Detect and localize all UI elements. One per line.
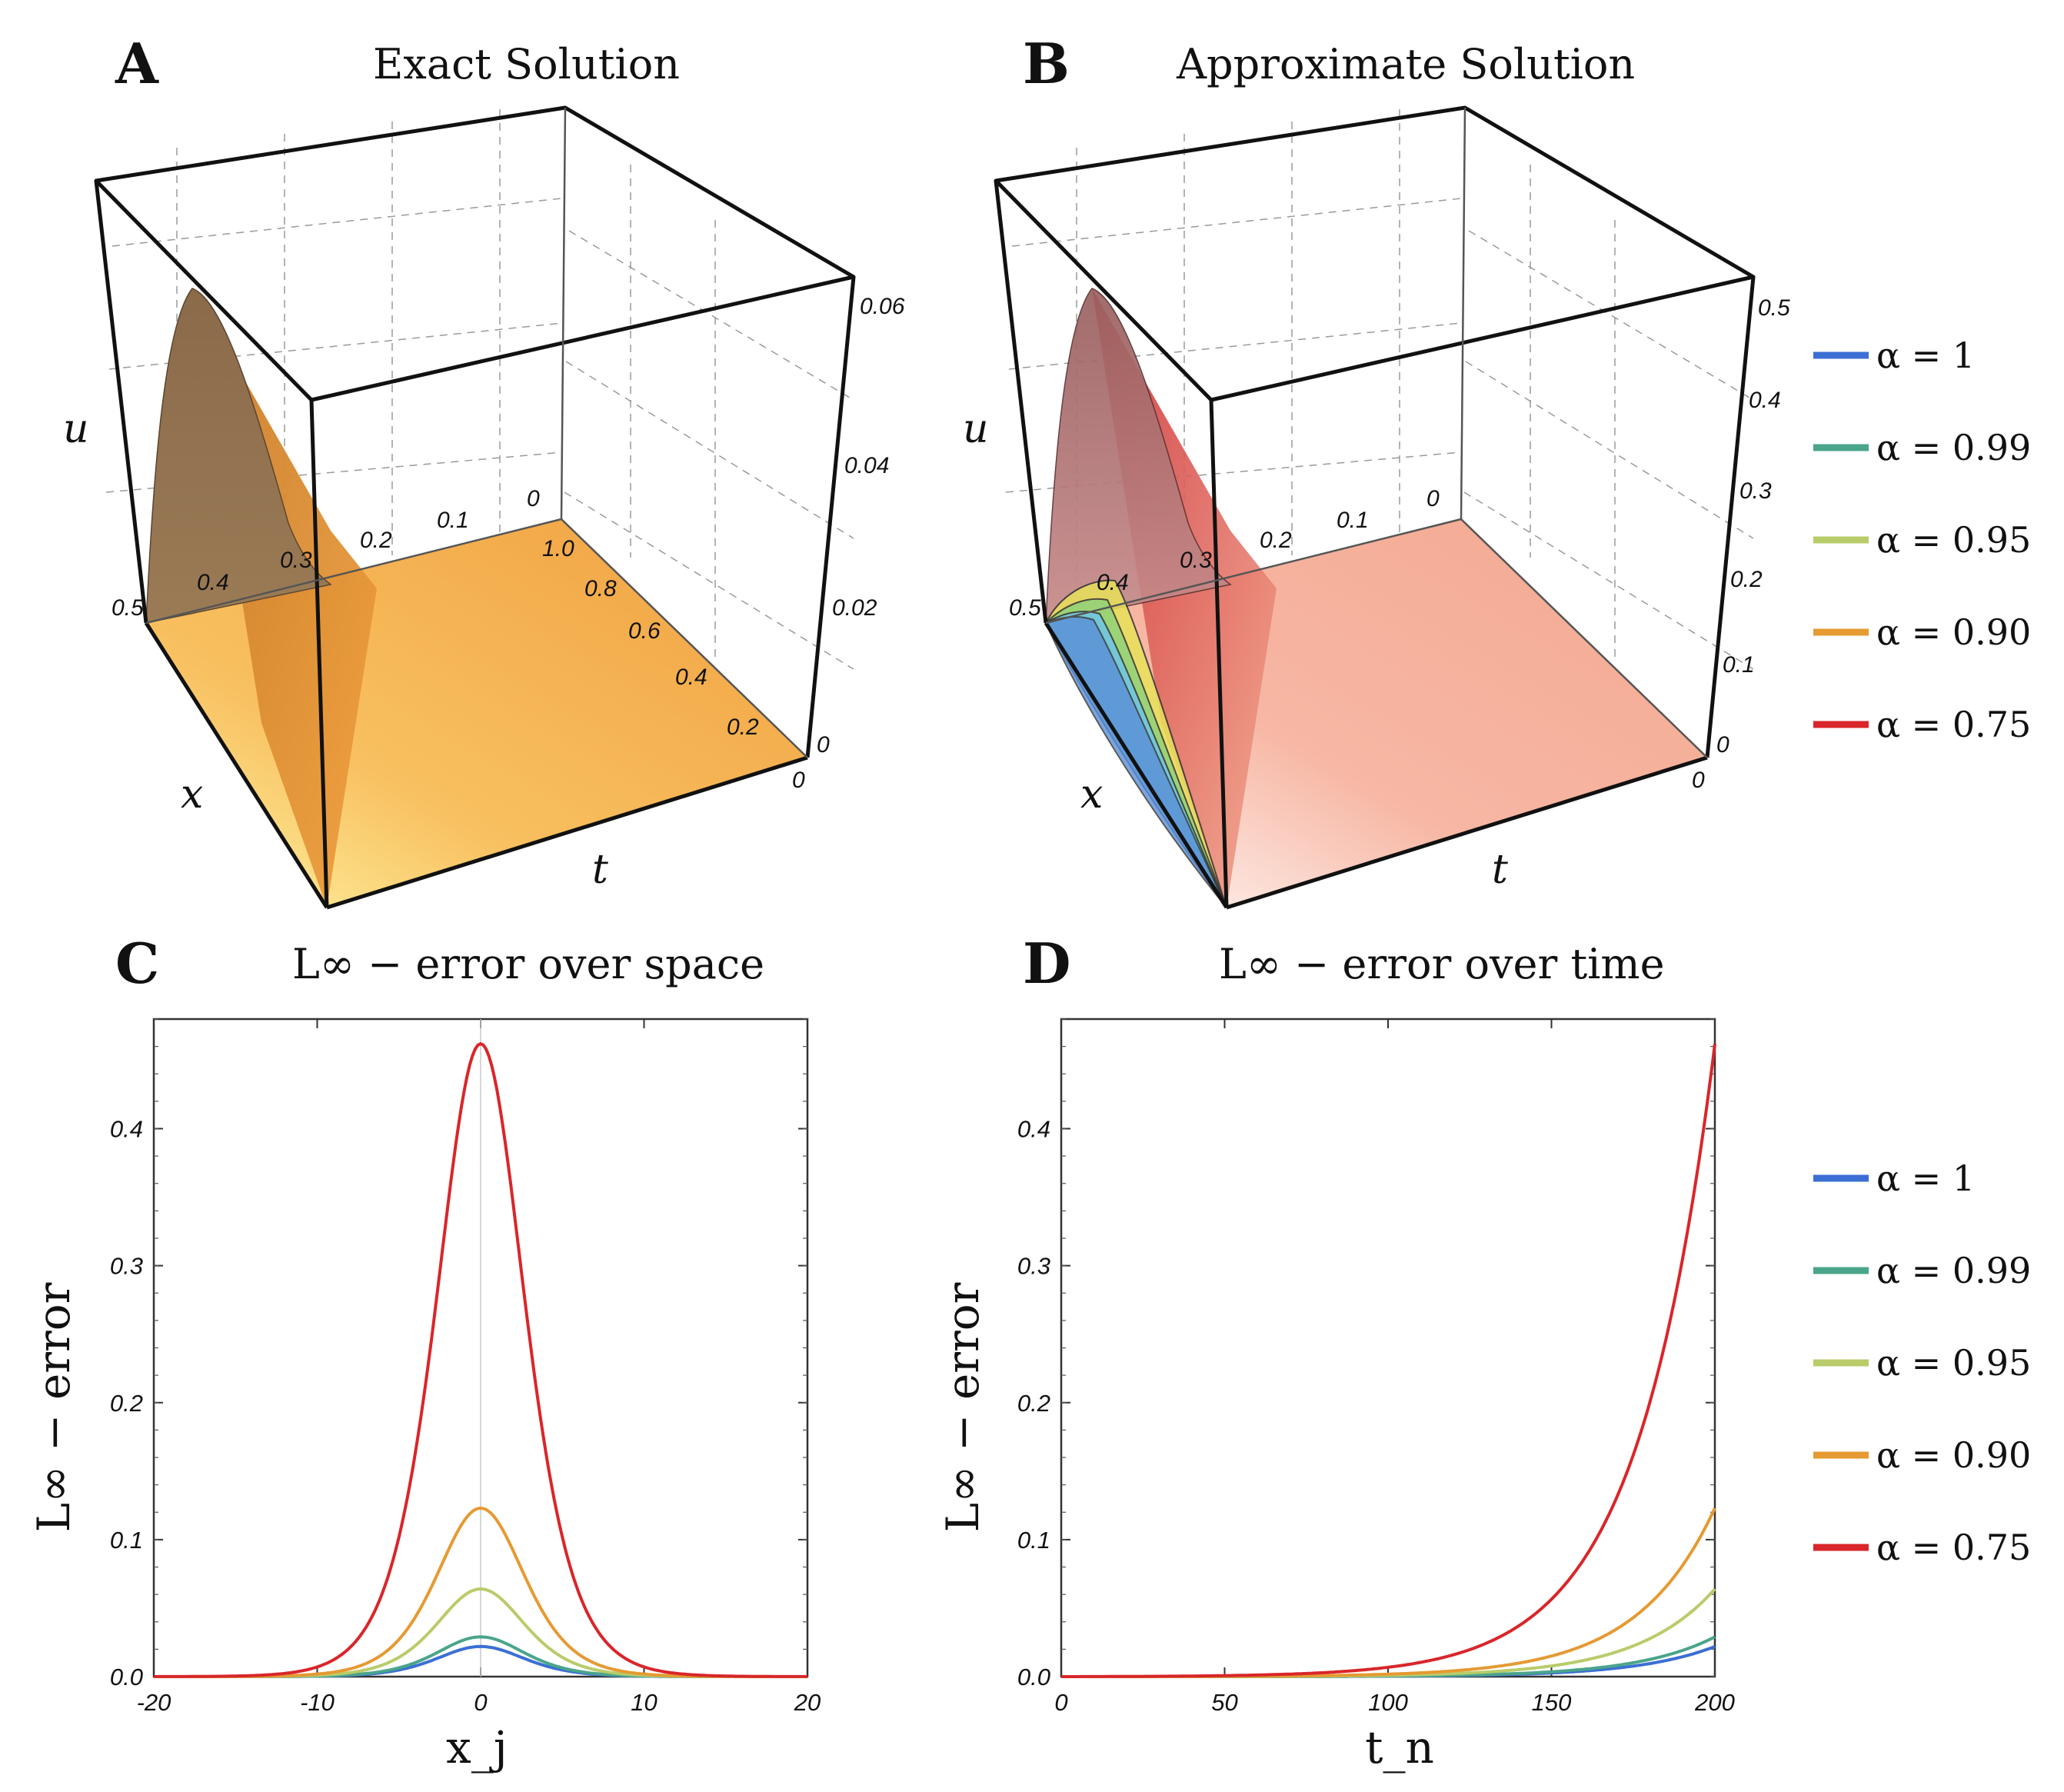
panel-a-x-tick: 0.1 (437, 508, 469, 533)
panel-b-x-tick: 0.2 (1260, 528, 1292, 553)
panel-a-title: Exact Solution (373, 40, 680, 88)
panel-b-u-tick: 0.1 (1723, 652, 1755, 678)
panel-a-u-tick: 0.04 (844, 453, 889, 478)
y-tick-label: 0.2 (1017, 1390, 1050, 1417)
legend-label-2: α = 0.99 (1876, 1250, 2031, 1291)
panel-b-u-tick: 0.2 (1730, 567, 1763, 592)
panel-a-x-tick: 0.4 (197, 570, 229, 595)
panel-a-peak-surface (145, 288, 332, 624)
legend-label-5: α = 0.75 (1876, 704, 2031, 745)
panel-b-letter: B (1023, 31, 1070, 96)
panel-c-letter: C (115, 931, 159, 996)
x-tick-label: 200 (1694, 1689, 1735, 1716)
y-tick-label: 0.2 (110, 1390, 143, 1417)
legend-label-3: α = 0.95 (1876, 1342, 2031, 1384)
panel-b-u-tick: 0.3 (1739, 478, 1772, 504)
legend-bottom: α = 1 α = 0.99 α = 0.95 α = 0.90 α = 0.75 (1813, 1157, 2031, 1568)
legend-label-3: α = 0.95 (1876, 519, 2031, 561)
panel-a-axis-t: t (592, 847, 608, 893)
panel-a-t-tick: 0.6 (628, 618, 661, 644)
panel-b-title: Approximate Solution (1176, 40, 1635, 88)
series-line-5 (153, 1041, 808, 1678)
panel-b-u-tick: 0.5 (1758, 295, 1790, 321)
panel-a-u-tick: 0 (817, 732, 830, 758)
panel-a-x-tick: 0 (527, 486, 540, 511)
panel-c-xlabel: x_j (446, 1721, 508, 1774)
x-tick-label: 0 (474, 1689, 487, 1716)
panel-b-u-tick: 0 (1716, 732, 1729, 758)
x-tick-label: 100 (1368, 1689, 1408, 1716)
x-tick-label: 10 (631, 1689, 657, 1716)
panel-a-u-tick: 0.06 (860, 294, 905, 319)
panel-a-t-ticks: 0 0.2 0.4 0.6 0.8 1.0 (542, 536, 805, 793)
panel-a-x-tick: 0.2 (360, 528, 392, 553)
panel-a-x-tick: 0.3 (280, 548, 312, 573)
panel-a-t-tick: 1.0 (542, 536, 574, 561)
x-tick-label: -20 (137, 1689, 171, 1716)
panel-a: A Exact Solution (63, 31, 905, 910)
panel-d-letter: D (1023, 931, 1070, 996)
panel-b-axis-t: t (1492, 847, 1508, 893)
panel-b-u-tick: 0.4 (1749, 388, 1781, 413)
panel-d-xlabel: t_n (1365, 1721, 1434, 1774)
y-tick-label: 0.1 (1017, 1527, 1050, 1554)
panel-b-x-tick: 0.3 (1180, 548, 1212, 573)
panel-a-x-ticks: 0.5 0.4 0.3 0.2 0.1 0 (112, 486, 540, 621)
panel-a-t-tick: 0 (792, 768, 805, 793)
panel-c-title: L∞ − error over space (292, 940, 764, 988)
legend-label-1: α = 1 (1876, 1157, 1975, 1199)
panel-b-t-tick: 0 (1692, 768, 1705, 793)
panel-b-x-ticks: 0.5 0.4 0.3 0.2 0.1 0 (1009, 486, 1440, 621)
panel-a-t-tick: 0.4 (675, 665, 707, 690)
legend-label-4: α = 0.90 (1876, 611, 2031, 653)
y-tick-label: 0.4 (1017, 1116, 1050, 1143)
panel-d-plot: 0.0 0.1 0.2 0.3 0.4 0 50 100 150 200 (1017, 1018, 1735, 1716)
legend-label-2: α = 0.99 (1876, 427, 2031, 468)
panel-a-u-ticks: 0.06 0.04 0.02 0 (817, 294, 905, 758)
panel-d-ylabel: L∞ − error (937, 1282, 989, 1532)
panel-a-u-tick: 0.02 (832, 595, 877, 621)
y-tick-label: 0.3 (110, 1253, 143, 1280)
panel-b-x-tick: 0.5 (1009, 595, 1041, 621)
legend-label-4: α = 0.90 (1876, 1434, 2031, 1476)
panel-b-x-tick: 0.1 (1337, 508, 1369, 533)
panel-a-axis-u: u (63, 406, 89, 452)
x-tick-label: -10 (300, 1689, 335, 1716)
panel-a-t-tick: 0.2 (727, 714, 759, 740)
panel-a-axis-x: x (181, 771, 203, 818)
legend-top: α = 1 α = 0.99 α = 0.95 α = 0.90 α = 0.75 (1813, 335, 2031, 745)
panel-b-x-tick: 0 (1426, 486, 1440, 511)
x-tick-label: 20 (794, 1689, 821, 1716)
panel-b-axis-x: x (1080, 771, 1103, 818)
panel-b-axis-u: u (963, 406, 989, 452)
plot-frame (1060, 1018, 1716, 1678)
panel-a-x-tick: 0.5 (112, 595, 144, 621)
legend-label-5: α = 0.75 (1876, 1527, 2031, 1568)
series-line-5 (1061, 1043, 1716, 1678)
legend-label-1: α = 1 (1876, 335, 1975, 376)
panel-c: C L∞ − error over space 0.0 0.1 0.2 0.3 0.4 -… (28, 931, 821, 1774)
panel-a-t-tick: 0.8 (584, 576, 617, 601)
y-tick-label: 0.1 (110, 1527, 143, 1554)
panel-c-ylabel: L∞ − error (28, 1282, 80, 1532)
x-tick-label: 50 (1211, 1689, 1237, 1716)
y-tick-label: 0.0 (1017, 1664, 1050, 1690)
panel-b: B Approximate Solution (963, 31, 1790, 910)
panel-a-box (94, 105, 856, 910)
x-tick-label: 150 (1532, 1689, 1572, 1716)
panel-b-peak-surface (1045, 288, 1232, 624)
x-tick-label: 0 (1054, 1689, 1067, 1716)
panel-d: D L∞ − error over time 0.0 0.1 0.2 0.3 0.4 0 5… (937, 931, 1735, 1774)
panel-b-x-tick: 0.4 (1097, 570, 1129, 595)
panel-c-plot: 0.0 0.1 0.2 0.3 0.4 -20 -10 0 10 20 (110, 1018, 821, 1716)
panel-a-letter: A (115, 31, 159, 96)
panel-b-box (994, 105, 1756, 910)
y-tick-label: 0.3 (1017, 1253, 1050, 1280)
panel-d-title: L∞ − error over time (1219, 940, 1665, 988)
y-tick-label: 0.0 (110, 1664, 143, 1690)
y-tick-label: 0.4 (110, 1116, 143, 1143)
panel-b-u-ticks: 0.5 0.4 0.3 0.2 0.1 0 (1716, 295, 1790, 758)
